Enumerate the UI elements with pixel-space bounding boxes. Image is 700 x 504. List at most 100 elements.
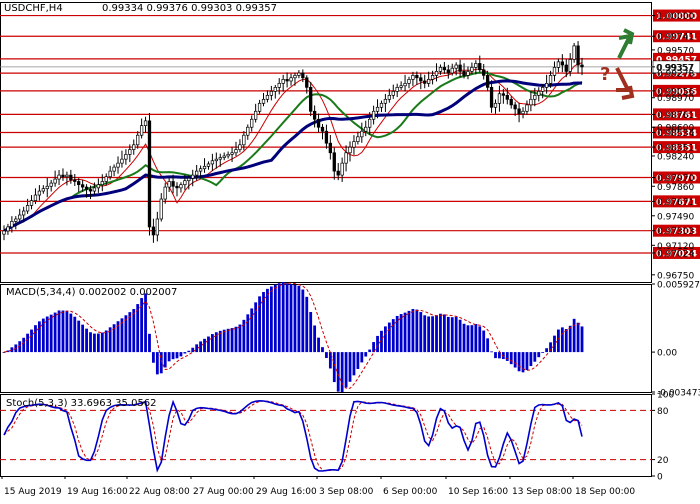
macd-bar: [391, 319, 395, 353]
macd-bar: [474, 324, 478, 353]
macd-bar: [136, 304, 140, 353]
candle-body: [328, 142, 333, 154]
macd-bar: [226, 328, 230, 353]
macd-bar: [128, 312, 132, 353]
macd-bar: [96, 333, 100, 353]
candle-body: [501, 93, 506, 96]
level-label: 0.98761: [656, 111, 697, 121]
macd-bar: [234, 326, 238, 353]
macd-bar: [494, 352, 497, 359]
macd-bar: [61, 310, 65, 353]
down-arrow-icon: [615, 67, 635, 100]
macd-bar: [148, 333, 151, 353]
candle-body: [556, 61, 561, 68]
candle-body: [482, 69, 486, 76]
candle-body: [10, 221, 14, 228]
macd-bar: [309, 312, 313, 353]
macd-bar: [57, 310, 61, 353]
macd-tick-label: -0.003473: [657, 389, 700, 399]
candle-body: [175, 185, 179, 189]
candle-body: [521, 110, 525, 115]
macd-bar: [45, 316, 49, 353]
candle-body: [403, 83, 407, 87]
candle-body: [537, 90, 541, 96]
macd-bar: [435, 315, 438, 353]
candle-body: [238, 144, 242, 150]
candle-body: [513, 104, 517, 110]
macd-bar: [340, 352, 344, 393]
macd-bar: [498, 352, 501, 359]
macd-bar: [541, 352, 545, 353]
level-label: 0.98534: [656, 129, 697, 139]
price-tick-label: 0.99570: [657, 46, 694, 56]
time-tick-label: 18 Sep 00:00: [575, 487, 635, 497]
candle-body: [297, 72, 301, 76]
candle-body: [470, 67, 474, 72]
candle-body: [73, 179, 77, 182]
candle-body: [108, 170, 112, 178]
macd-bar: [564, 329, 568, 353]
macd-bar: [187, 350, 191, 353]
candle-body: [29, 200, 34, 206]
macd-bar: [462, 323, 466, 353]
candle-body: [92, 187, 97, 192]
macd-bar: [100, 332, 104, 353]
level-tag: [653, 141, 700, 154]
time-tick-label: 13 Sep 08:00: [512, 487, 572, 497]
macd-bar: [336, 352, 340, 392]
macd-bar: [262, 292, 265, 353]
macd-bar: [285, 283, 289, 353]
candle-body: [33, 194, 38, 201]
candle-body: [120, 158, 124, 164]
macd-bar: [191, 347, 195, 353]
candle-body: [497, 93, 502, 104]
candle-body: [206, 163, 211, 167]
macd-bar: [120, 318, 124, 353]
candle-body: [143, 120, 148, 126]
candle-body: [379, 102, 384, 108]
candle-body: [525, 104, 529, 112]
candle-body: [139, 125, 144, 136]
macd-bar: [73, 316, 77, 353]
macd-bar: [289, 284, 293, 353]
macd-bar: [387, 322, 391, 353]
macd-bar: [313, 325, 317, 353]
macd-bar: [34, 325, 37, 353]
macd-bar: [222, 329, 226, 353]
candle-body: [53, 178, 57, 184]
candle-body: [466, 71, 470, 76]
candle-body: [293, 75, 297, 79]
macd-bar: [41, 318, 45, 353]
candle-body: [548, 75, 553, 84]
candle-body: [407, 79, 411, 84]
candle-body: [45, 185, 49, 190]
macd-bar: [266, 288, 269, 353]
macd-bar: [403, 312, 407, 353]
candle-body: [427, 79, 431, 84]
candle-body: [438, 67, 443, 72]
chart-header-symbol: USDCHF,H4: [4, 3, 63, 14]
macd-bar: [376, 335, 379, 353]
macd-bar: [415, 309, 419, 353]
macd-bar: [328, 352, 332, 369]
macd-bar: [108, 327, 112, 353]
level-label: 0.97671: [656, 198, 697, 208]
macd-bar: [6, 350, 10, 353]
macd-bar: [490, 351, 493, 353]
price-tick-label: 0.99056: [657, 87, 694, 97]
macd-bar: [423, 315, 427, 353]
candle-body: [415, 75, 419, 79]
macd-bar: [124, 315, 128, 353]
time-tick-label: 19 Aug 16:00: [67, 487, 128, 497]
price-tick-label: 0.96750: [657, 271, 694, 281]
candle-body: [348, 146, 352, 154]
candle-body: [41, 188, 45, 192]
price-tick-label: 0.97490: [657, 212, 694, 222]
candle-body: [49, 182, 53, 187]
macd-bar: [301, 289, 305, 353]
price-tick-label: 0.97024: [657, 249, 694, 259]
macd-panel: [2, 282, 584, 393]
